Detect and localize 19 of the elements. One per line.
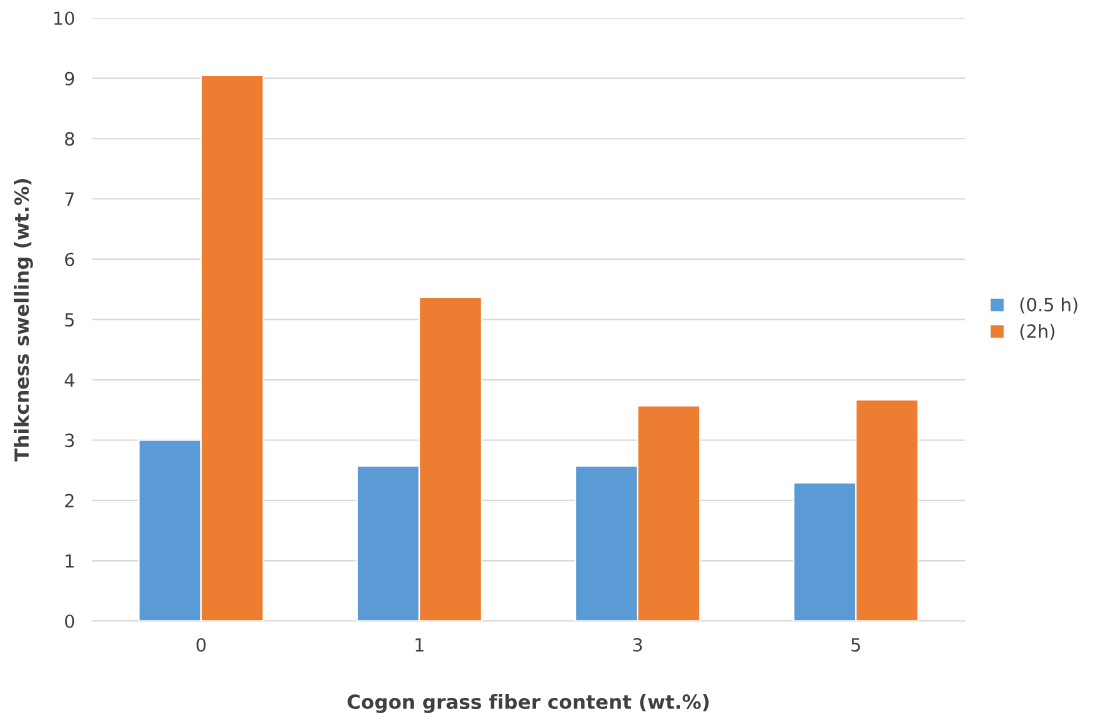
y-tick-label: 2 (65, 493, 74, 508)
y-axis-title: Thikcness swelling (wt.%) (13, 179, 33, 462)
y-tick-label: 5 (65, 313, 74, 327)
y-tick-label: 1 (65, 554, 74, 568)
y-tick-label: 6 (65, 252, 75, 267)
y-tick-label: 8 (65, 132, 75, 146)
legend-label: (2h) (1020, 324, 1055, 341)
x-tick-label: 0 (196, 637, 206, 652)
y-tick-label: 0 (65, 614, 75, 629)
y-tick-label: 10 (54, 11, 75, 26)
y-tick-label: 3 (65, 433, 74, 448)
legend-label: (0.5 h) (1020, 297, 1078, 314)
x-axis-title: Cogon grass fiber content (wt.%) (347, 694, 709, 713)
x-tick-label: 3 (633, 637, 642, 652)
y-tick-label: 7 (65, 192, 74, 206)
y-tick-label: 4 (64, 373, 75, 387)
y-tick-label: 9 (64, 71, 75, 86)
x-tick-label: 1 (415, 638, 424, 652)
x-tick-label: 5 (851, 638, 861, 652)
